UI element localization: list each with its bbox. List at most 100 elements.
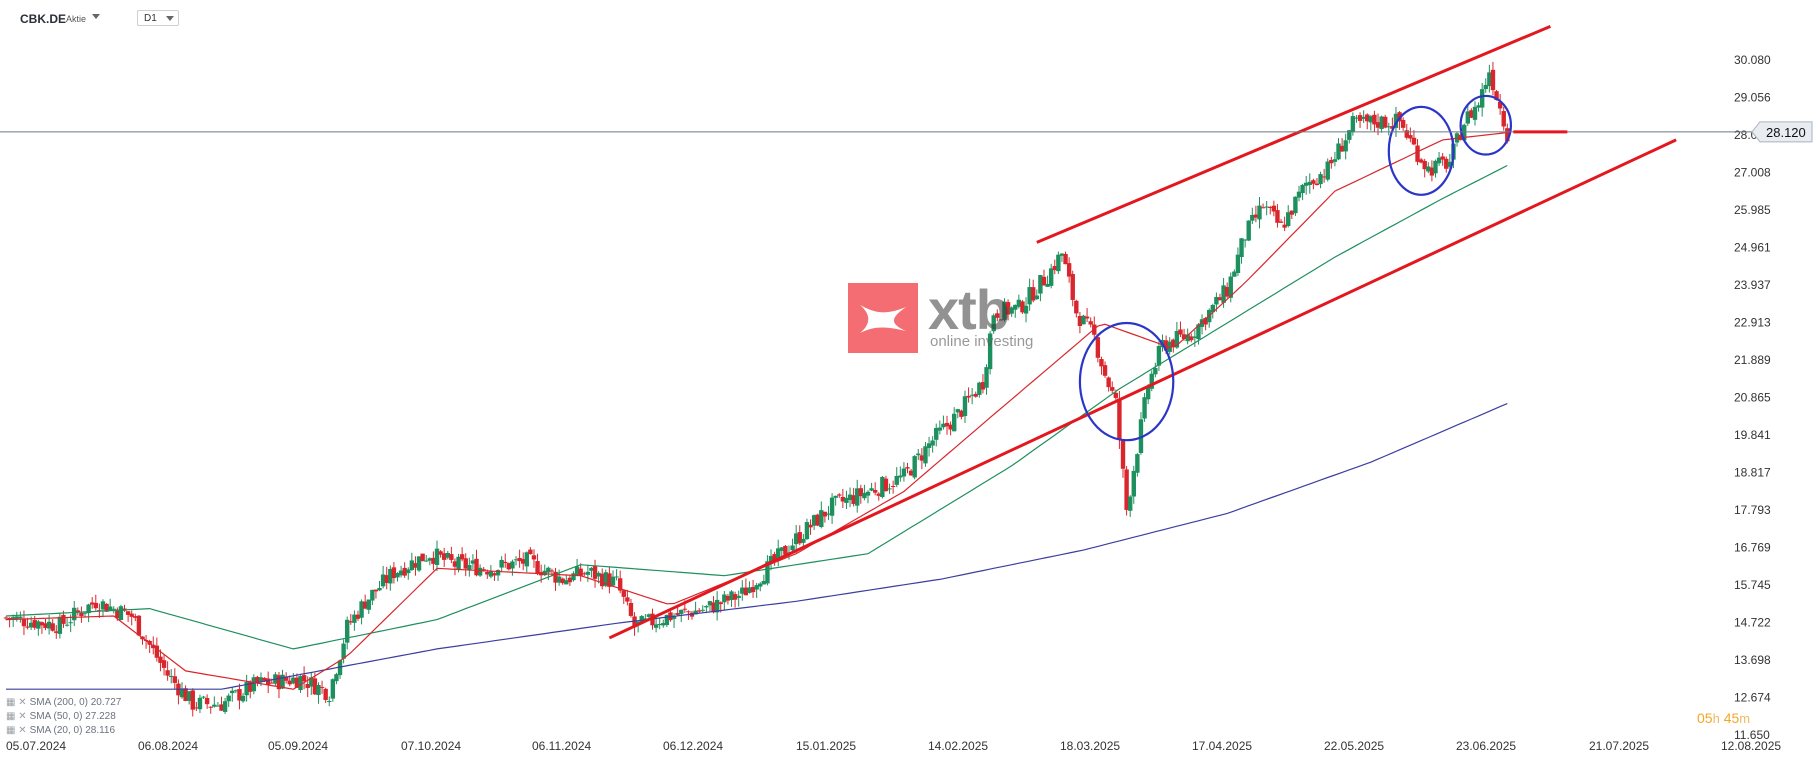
candle-body (201, 696, 206, 698)
candle-body (793, 533, 799, 545)
candle-body (1386, 126, 1391, 128)
candle-body (57, 616, 63, 634)
x-tick-label: 18.03.2025 (1060, 739, 1120, 753)
candle-body (923, 446, 928, 464)
x-tick-label: 14.02.2025 (928, 739, 988, 753)
candle-body (499, 559, 504, 568)
candle-body (434, 548, 440, 565)
candle-body (1153, 367, 1158, 375)
y-tick-label: 30.080 (1734, 53, 1771, 67)
candle-body (898, 475, 903, 478)
candle-body (169, 675, 174, 677)
candle-body (592, 565, 598, 579)
candle-body (567, 577, 573, 583)
indicator-legend-sma50[interactable]: ▦ ✕ SMA (50, 0) 27.228 (6, 711, 116, 722)
candle-body (470, 560, 476, 564)
candle-body (28, 622, 34, 628)
candle-body (894, 475, 899, 485)
candle-body (1185, 334, 1190, 342)
candle-body (79, 612, 84, 617)
candle-body (829, 497, 835, 516)
candle-body (39, 622, 45, 626)
chevron-down-icon[interactable] (92, 14, 100, 19)
xtb-brand: xtb (928, 278, 1010, 341)
candle-body (438, 551, 443, 555)
candle-body (1347, 130, 1352, 140)
indicator-legend-sma20[interactable]: ▦ ✕ SMA (20, 0) 28.116 (6, 725, 116, 736)
candle-body (309, 677, 314, 687)
candle-body (1479, 89, 1485, 108)
candle-body (1501, 111, 1506, 127)
candle-body (840, 496, 846, 502)
candle-body (1275, 210, 1280, 223)
candle-body (481, 569, 486, 571)
chevron-down-icon (166, 16, 174, 21)
candle-body (1257, 205, 1262, 220)
candle-body (1494, 91, 1499, 101)
candle-body (524, 552, 529, 567)
candle-body (1052, 266, 1057, 271)
candle-body (1138, 419, 1144, 454)
candle-body (230, 690, 235, 694)
candle-body (1127, 496, 1133, 511)
candle-body (732, 594, 738, 600)
candle-body (488, 571, 494, 577)
candle-body (427, 558, 433, 561)
candle-body (445, 552, 450, 558)
candle-body (237, 689, 242, 701)
close-icon[interactable]: ▦ ✕ (6, 725, 27, 736)
candle-body (190, 690, 195, 710)
candle-body (1217, 297, 1223, 301)
candle-body (1099, 359, 1104, 367)
candle-body (1293, 196, 1298, 214)
x-tick-label: 05.07.2024 (6, 739, 66, 753)
close-icon[interactable]: ▦ ✕ (6, 697, 27, 708)
candle-body (1048, 268, 1054, 286)
candle-body (1311, 180, 1316, 184)
close-icon[interactable]: ▦ ✕ (6, 711, 27, 722)
candle-body (826, 513, 831, 515)
candle-body (283, 676, 289, 681)
candle-body (1368, 116, 1374, 123)
candle-body (1390, 126, 1395, 129)
xtb-tagline: online investing (930, 333, 1034, 350)
candle-body (510, 561, 515, 569)
candle-body (610, 576, 616, 586)
timeframe-select[interactable]: D1 (137, 10, 179, 26)
candle-body (1365, 114, 1370, 122)
candle-body (287, 680, 292, 685)
candle-body (998, 319, 1004, 321)
x-tick-label: 17.04.2025 (1192, 739, 1252, 753)
candle-body (1059, 253, 1065, 256)
candle-body (1113, 392, 1119, 398)
candle-body (1339, 145, 1345, 152)
symbol-label[interactable]: CBK.DE (20, 12, 67, 26)
channel-lower-line (608, 138, 1677, 640)
y-tick-label: 18.817 (1734, 466, 1771, 480)
candle-body (600, 573, 605, 587)
x-tick-label: 07.10.2024 (401, 739, 461, 753)
candle-body (75, 610, 81, 613)
candle-body (1142, 397, 1147, 419)
candle-body (858, 488, 864, 497)
candle-body (1490, 69, 1496, 91)
candle-body (474, 558, 479, 576)
candle-body (912, 456, 917, 478)
candle-body (398, 570, 404, 576)
candle-body (1020, 301, 1025, 313)
candle-body (758, 583, 763, 587)
candle-body (111, 608, 116, 610)
candle-body (1375, 122, 1381, 128)
x-tick-label: 22.05.2025 (1324, 739, 1384, 753)
candle-body (625, 597, 630, 602)
candle-body (952, 413, 957, 432)
candle-body (1418, 159, 1424, 163)
candle-body (352, 614, 357, 623)
candle-body (1361, 116, 1366, 119)
candle-body (847, 494, 853, 501)
indicator-legend-sma200[interactable]: ▦ ✕ SMA (200, 0) 20.727 (6, 697, 122, 708)
y-tick-label: 17.793 (1734, 503, 1771, 517)
candle-body (808, 524, 813, 528)
